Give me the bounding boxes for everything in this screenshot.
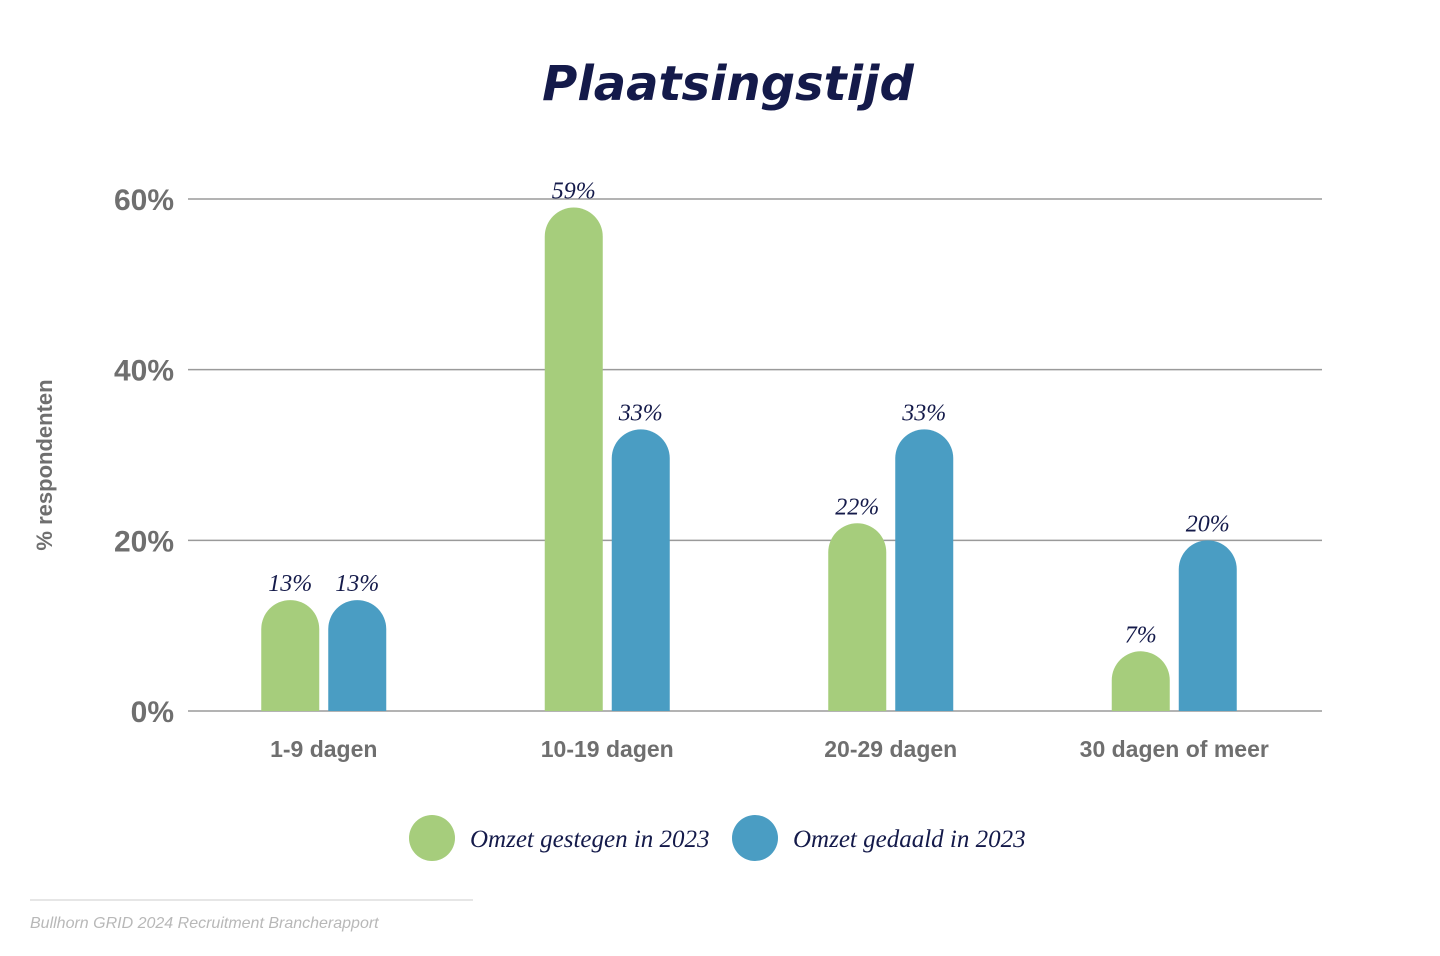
footer-source: Bullhorn GRID 2024 Recruitment Branchera… [30, 915, 379, 932]
data-label: 7% [1125, 622, 1157, 648]
legend-swatch [732, 815, 778, 861]
y-tick-label: 40% [114, 355, 174, 388]
data-label: 22% [835, 494, 879, 520]
x-tick-label: 10-19 dagen [541, 736, 674, 762]
x-tick-label: 1-9 dagen [270, 736, 377, 762]
bar [1111, 651, 1170, 711]
data-labels: 13% 13% 59% 33% 22% 33% 7% 20% [268, 179, 1230, 649]
legend-label: Omzet gedaald in 2023 [793, 826, 1026, 853]
y-axis-label: % respondenten [32, 379, 57, 550]
bar [544, 207, 603, 711]
data-label: 20% [1186, 511, 1230, 537]
legend: Omzet gestegen in 2023 Omzet gedaald in 2… [409, 815, 1026, 861]
y-tick-labels: 0% 20% 40% 60% [114, 184, 174, 729]
data-label: 59% [552, 179, 596, 205]
y-tick-label: 0% [131, 696, 174, 729]
x-tick-label: 30 dagen of meer [1080, 736, 1269, 762]
x-tick-label: 20-29 dagen [824, 736, 957, 762]
chart-title: Plaatsingstijd [542, 56, 914, 112]
bar [895, 429, 954, 711]
bars [261, 207, 1237, 711]
bar [1178, 540, 1237, 711]
data-label: 33% [901, 400, 946, 426]
bar [828, 523, 887, 711]
y-tick-label: 60% [114, 184, 174, 217]
x-tick-labels: 1-9 dagen 10-19 dagen 20-29 dagen 30 dagen … [270, 736, 1269, 762]
bar [261, 600, 320, 711]
data-label: 33% [618, 400, 663, 426]
bar [611, 429, 670, 711]
legend-label: Omzet gestegen in 2023 [470, 826, 710, 853]
data-label: 13% [335, 571, 379, 597]
legend-swatch [409, 815, 455, 861]
y-tick-label: 20% [114, 525, 174, 558]
data-label: 13% [268, 571, 312, 597]
bar [328, 600, 387, 711]
